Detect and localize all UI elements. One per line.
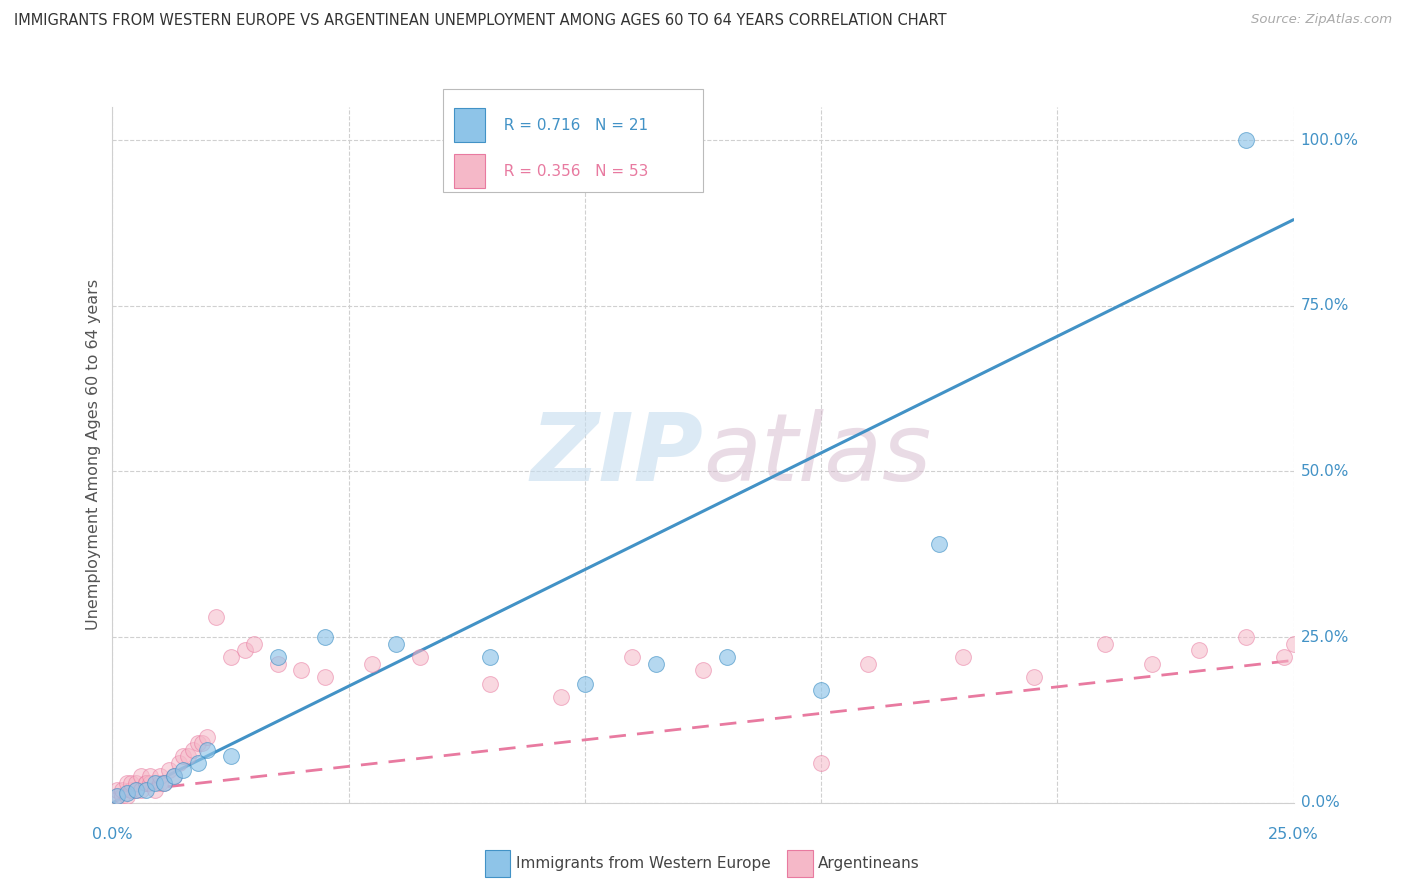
Point [1140, 657, 1163, 671]
Point [125, 782, 148, 797]
Text: 0.0%: 0.0% [1301, 796, 1340, 810]
Point [1292, 616, 1315, 631]
Point [195, 743, 218, 757]
Point [233, 643, 256, 657]
Point [479, 650, 502, 665]
Point [479, 676, 502, 690]
Point [1022, 670, 1045, 684]
Point [139, 776, 162, 790]
Point [574, 676, 596, 690]
Point [205, 610, 228, 624]
Text: 25.0%: 25.0% [1301, 630, 1348, 645]
Point [621, 650, 644, 665]
Point [135, 776, 157, 790]
Point [129, 769, 152, 783]
Y-axis label: Unemployment Among Ages 60 to 64 years: Unemployment Among Ages 60 to 64 years [86, 279, 101, 631]
Point [928, 537, 950, 551]
Text: IMMIGRANTS FROM WESTERN EUROPE VS ARGENTINEAN UNEMPLOYMENT AMONG AGES 60 TO 64 Y: IMMIGRANTS FROM WESTERN EUROPE VS ARGENT… [14, 13, 946, 29]
Point [163, 769, 186, 783]
Point [219, 650, 242, 665]
Point [105, 782, 128, 797]
Point [243, 637, 266, 651]
Text: Argentineans: Argentineans [818, 856, 920, 871]
Point [157, 763, 180, 777]
Point [1188, 643, 1211, 657]
Point [385, 637, 408, 651]
Point [111, 789, 134, 804]
Point [1234, 133, 1257, 147]
Point [105, 789, 128, 804]
Point [191, 736, 214, 750]
Point [267, 657, 290, 671]
Point [644, 657, 666, 671]
Point [149, 769, 172, 783]
Point [153, 776, 176, 790]
Point [810, 683, 832, 698]
Text: 0.0%: 0.0% [93, 827, 132, 841]
Text: 100.0%: 100.0% [1301, 133, 1358, 148]
Text: R = 0.716   N = 21: R = 0.716 N = 21 [494, 118, 648, 133]
Point [167, 756, 190, 770]
Point [125, 776, 148, 790]
Point [314, 630, 336, 644]
Text: 25.0%: 25.0% [1268, 827, 1319, 841]
Point [1234, 630, 1257, 644]
Point [115, 786, 138, 800]
Point [143, 782, 166, 797]
Point [125, 782, 148, 797]
Point [408, 650, 430, 665]
Point [153, 776, 176, 790]
Point [1094, 637, 1116, 651]
Point [290, 663, 312, 677]
Point [1282, 637, 1305, 651]
Point [135, 782, 157, 797]
Point [361, 657, 384, 671]
Point [550, 690, 572, 704]
Point [195, 730, 218, 744]
Point [115, 776, 138, 790]
Point [858, 657, 880, 671]
Point [105, 789, 128, 804]
Point [163, 769, 186, 783]
Point [143, 776, 166, 790]
Point [1272, 650, 1295, 665]
Point [177, 749, 200, 764]
Point [172, 763, 194, 777]
Point [186, 756, 208, 770]
Point [810, 756, 832, 770]
Text: R = 0.356   N = 53: R = 0.356 N = 53 [494, 164, 648, 178]
Point [181, 743, 204, 757]
Point [314, 670, 336, 684]
Text: 50.0%: 50.0% [1301, 464, 1348, 479]
Point [692, 663, 714, 677]
Point [149, 776, 172, 790]
Text: 75.0%: 75.0% [1301, 298, 1348, 313]
Point [120, 782, 142, 797]
Point [186, 736, 208, 750]
Point [120, 776, 142, 790]
Point [135, 776, 157, 790]
Point [952, 650, 974, 665]
Point [111, 782, 134, 797]
Point [172, 749, 194, 764]
Point [219, 749, 242, 764]
Point [267, 650, 290, 665]
Text: Source: ZipAtlas.com: Source: ZipAtlas.com [1251, 13, 1392, 27]
Point [115, 789, 138, 804]
Text: atlas: atlas [703, 409, 931, 500]
Text: ZIP: ZIP [530, 409, 703, 501]
Point [716, 650, 738, 665]
Text: Immigrants from Western Europe: Immigrants from Western Europe [516, 856, 770, 871]
Point [129, 782, 152, 797]
Point [139, 769, 162, 783]
